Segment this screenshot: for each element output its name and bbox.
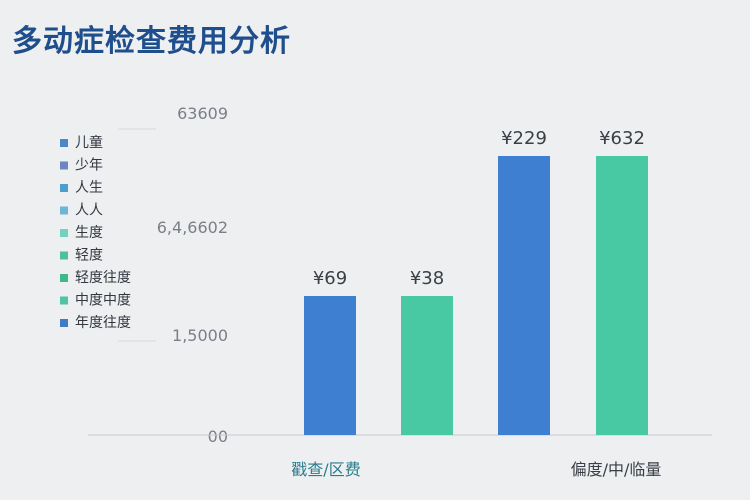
legend-label: 儿童	[75, 134, 103, 151]
data-label: ¥69	[313, 268, 347, 289]
bar	[304, 296, 356, 435]
legend-item: 轻度往度	[60, 270, 131, 286]
x-axis: 戳查/区费 偏度/中/临量	[291, 460, 661, 479]
legend-item: 中度中度	[60, 293, 131, 309]
legend-swatch	[60, 319, 68, 327]
legend-label: 生度	[75, 225, 103, 241]
y-axis: 00 1,5000 6,4,6602 63609	[157, 104, 228, 446]
legend-item: 少年	[60, 158, 103, 174]
data-label: ¥632	[599, 128, 645, 149]
data-label: ¥229	[501, 128, 547, 149]
legend-swatch	[60, 161, 68, 170]
data-labels: ¥69 ¥229 ¥38 ¥632	[313, 128, 645, 289]
legend-swatch	[60, 296, 68, 305]
legend-label: 轻度往度	[75, 270, 131, 286]
bar	[596, 156, 648, 435]
bar	[498, 156, 550, 435]
legend-frame	[118, 128, 156, 342]
legend-swatch	[60, 184, 68, 192]
legend-swatch	[60, 206, 68, 215]
x-tick-label: 戳查/区费	[291, 460, 360, 479]
bars	[304, 156, 648, 435]
legend-label: 人人	[75, 203, 103, 219]
chart-title: 多动症检查费用分析	[12, 24, 291, 59]
legend-item: 人人	[60, 203, 103, 219]
legend-label: 人生	[75, 180, 103, 196]
legend-label: 少年	[75, 158, 103, 174]
legend-item: 轻度	[60, 248, 103, 264]
bar	[401, 296, 453, 435]
y-tick-label: 63609	[177, 104, 228, 123]
legend-swatch	[60, 139, 68, 147]
x-tick-label: 偏度/中/临量	[571, 460, 662, 479]
legend-swatch	[60, 251, 68, 260]
legend-item: 人生	[60, 180, 103, 196]
legend-item: 年度往度	[60, 315, 131, 331]
y-tick-label: 6,4,6602	[157, 218, 228, 237]
data-label: ¥38	[410, 268, 444, 289]
y-tick-label: 1,5000	[172, 326, 228, 345]
legend-label: 轻度	[75, 248, 103, 264]
legend-label: 中度中度	[75, 293, 131, 309]
legend-swatch	[60, 274, 68, 282]
legend-item: 儿童	[60, 134, 103, 151]
legend-item: 生度	[60, 225, 103, 241]
legend-swatch	[60, 229, 68, 237]
y-tick-label: 00	[208, 427, 228, 446]
legend-label: 年度往度	[75, 315, 131, 331]
